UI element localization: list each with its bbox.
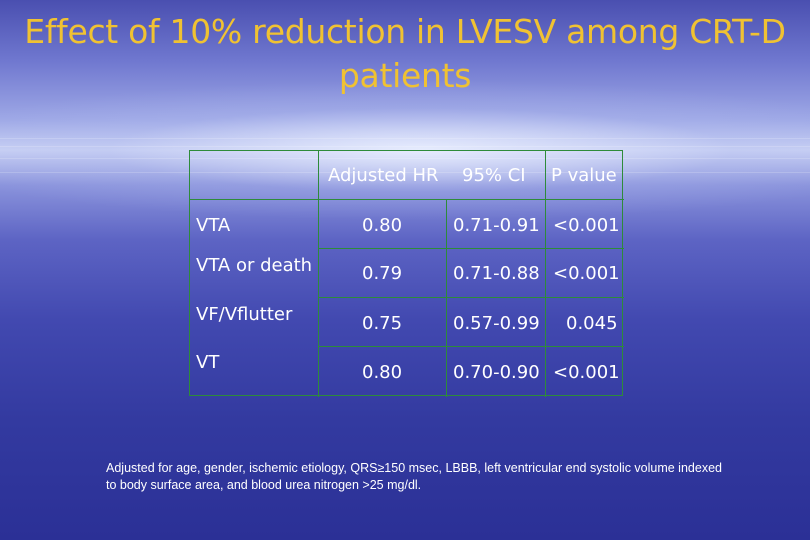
header-95-ci: 95% CI	[462, 165, 526, 186]
table-divider	[446, 199, 447, 397]
row-label-vta-or-death: VTA or death	[196, 255, 313, 276]
background-streak	[0, 146, 810, 147]
row-hr: 0.80	[362, 215, 403, 236]
header-p-value: P value	[551, 165, 617, 186]
table-divider	[318, 297, 624, 298]
table-divider	[318, 151, 319, 397]
row-hr: 0.79	[362, 263, 403, 284]
row-p: <0.001	[553, 215, 620, 236]
row-label-vta: VTA	[196, 215, 231, 236]
background-streak	[0, 158, 810, 159]
table-divider	[545, 151, 546, 397]
row-p: <0.001	[553, 362, 620, 383]
row-ci: 0.71-0.91	[453, 215, 540, 236]
background-streak	[0, 138, 810, 139]
header-adjusted-hr: Adjusted HR	[328, 165, 439, 186]
row-label-vf-vflutter: VF/Vflutter	[196, 304, 293, 325]
table-divider	[318, 346, 624, 347]
slide-title-line-1: Effect of 10% reduction in LVESV among C…	[24, 12, 786, 51]
row-ci: 0.70-0.90	[453, 362, 540, 383]
row-p: <0.001	[553, 263, 620, 284]
results-table	[189, 150, 624, 397]
row-hr: 0.80	[362, 362, 403, 383]
row-p: 0.045	[566, 313, 618, 334]
footnote: Adjusted for age, gender, ischemic etiol…	[106, 461, 722, 492]
row-ci: 0.57-0.99	[453, 313, 540, 334]
table-divider	[318, 248, 624, 249]
row-ci: 0.71-0.88	[453, 263, 540, 284]
row-hr: 0.75	[362, 313, 403, 334]
background-streak	[0, 172, 810, 173]
table-divider	[190, 199, 624, 200]
row-label-vt: VT	[196, 352, 220, 373]
slide-title: Effect of 10% reduction in LVESV among C…	[0, 10, 810, 98]
slide-title-line-2: patients	[338, 56, 472, 95]
